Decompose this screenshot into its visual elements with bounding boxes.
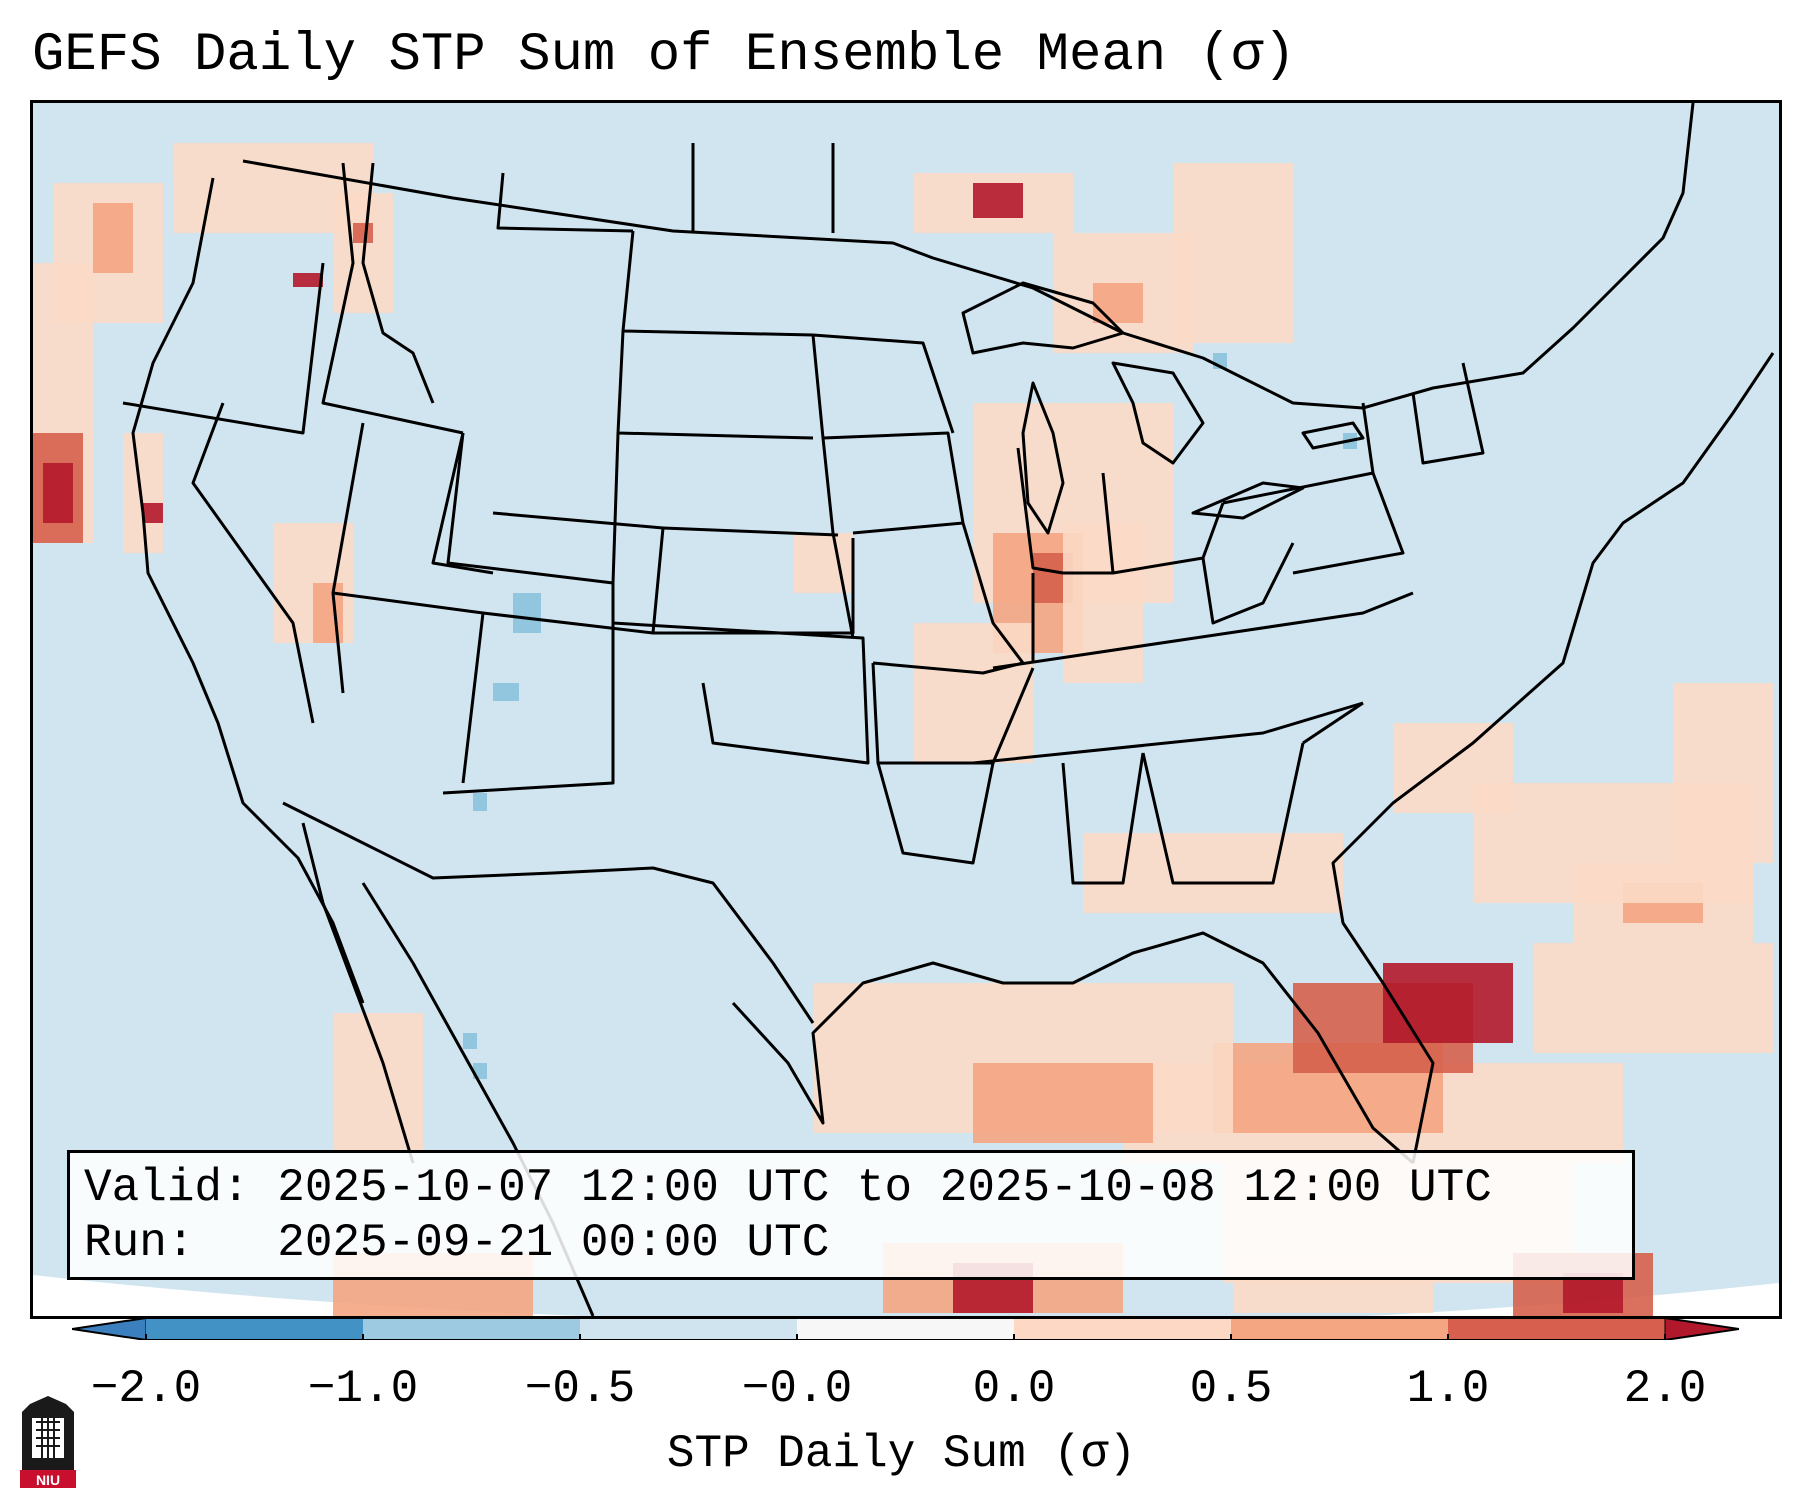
state-line bbox=[812, 333, 955, 434]
state-line bbox=[972, 701, 1364, 765]
logo-text: NIU bbox=[36, 1472, 60, 1488]
lake-ontario bbox=[1301, 421, 1365, 450]
state-line bbox=[122, 262, 325, 435]
mexico-border bbox=[282, 801, 815, 1024]
state-line bbox=[446, 432, 614, 585]
state-line bbox=[1061, 752, 1145, 885]
niu-logo: NIU bbox=[20, 1396, 76, 1488]
anomaly-cell bbox=[333, 1013, 423, 1153]
state-borders bbox=[122, 103, 1775, 1316]
anomaly-cell bbox=[973, 1063, 1153, 1143]
anomaly-cell bbox=[1393, 723, 1513, 813]
negative-anomaly-cell bbox=[513, 593, 541, 633]
negative-anomaly-cell bbox=[493, 683, 519, 701]
anomaly-cell bbox=[93, 203, 133, 273]
colorbar-segment bbox=[797, 1318, 1015, 1340]
gulf-coast bbox=[731, 931, 1414, 1165]
map-panel bbox=[30, 100, 1782, 1319]
colorbar-tick-label: −1.0 bbox=[307, 1363, 419, 1415]
lake-huron bbox=[1111, 361, 1205, 465]
anomaly-cell bbox=[1533, 943, 1773, 1053]
anomaly-cell bbox=[43, 463, 73, 523]
anomaly-cell bbox=[293, 273, 323, 287]
state-line bbox=[482, 511, 665, 635]
state-line bbox=[1201, 542, 1295, 625]
colorbar-label: STP Daily Sum (σ) bbox=[666, 1428, 1137, 1480]
colorbar-segment bbox=[1231, 1318, 1449, 1340]
atlantic-coast bbox=[1331, 352, 1775, 1164]
colorbar-extend-over bbox=[1664, 1318, 1739, 1340]
state-line bbox=[1411, 362, 1485, 465]
state-line bbox=[811, 334, 855, 639]
baja-coast bbox=[301, 822, 415, 1164]
run-time-text: Run: 2025-09-21 00:00 UTC bbox=[84, 1217, 830, 1269]
colorbar-segment bbox=[363, 1318, 581, 1340]
state-line bbox=[431, 432, 494, 575]
canada-border bbox=[242, 103, 1695, 410]
anomaly-cell bbox=[1093, 283, 1143, 323]
validity-info-box: Valid: 2025-10-07 12:00 UTC to 2025-10-0… bbox=[67, 1150, 1635, 1280]
colorbar-segment bbox=[1448, 1318, 1666, 1340]
lake-michigan bbox=[1021, 381, 1065, 535]
anomaly-cell bbox=[353, 223, 373, 243]
stp-anomaly-field bbox=[33, 143, 1773, 1316]
state-line bbox=[496, 172, 634, 233]
valid-time-text: Valid: 2025-10-07 12:00 UTC to 2025-10-0… bbox=[84, 1162, 1492, 1214]
state-line bbox=[1016, 447, 1115, 575]
colorbar-tick-label: 2.0 bbox=[1623, 1363, 1707, 1415]
state-line bbox=[662, 526, 839, 537]
chart-title: GEFS Daily STP Sum of Ensemble Mean (σ) bbox=[32, 25, 1296, 86]
anomaly-cell bbox=[913, 623, 1033, 763]
anomaly-cell bbox=[1063, 523, 1143, 683]
state-line bbox=[321, 162, 464, 435]
state-line bbox=[442, 583, 615, 795]
state-line bbox=[871, 662, 1035, 765]
colorbar-tick-label: 0.0 bbox=[972, 1363, 1056, 1415]
colorbar-segment bbox=[1014, 1318, 1232, 1340]
state-line bbox=[191, 402, 315, 724]
anomaly-cell bbox=[123, 433, 163, 553]
map-canvas bbox=[33, 103, 1779, 1316]
state-line bbox=[611, 432, 620, 584]
anomaly-cell bbox=[1083, 833, 1343, 913]
negative-anomaly-cell bbox=[463, 1033, 477, 1049]
negative-anomaly-cell bbox=[473, 793, 487, 811]
state-line bbox=[1302, 701, 1364, 745]
state-line bbox=[992, 591, 1414, 670]
colorbar-extend-under bbox=[72, 1318, 147, 1340]
state-line bbox=[876, 762, 995, 865]
state-line bbox=[612, 621, 870, 765]
state-line bbox=[1361, 402, 1375, 474]
lake-superior bbox=[961, 281, 1125, 355]
state-line bbox=[1222, 471, 1405, 575]
colorbar bbox=[72, 1318, 1739, 1340]
anomaly-cell bbox=[143, 503, 163, 523]
colorbar-tick-label: −0.0 bbox=[741, 1363, 853, 1415]
pacific-coast bbox=[131, 177, 365, 1004]
colorbar-tick-label: −0.5 bbox=[524, 1363, 636, 1415]
colorbar-tick-label: 1.0 bbox=[1406, 1363, 1490, 1415]
state-line bbox=[822, 431, 965, 535]
colorbar-segment bbox=[146, 1318, 364, 1340]
anomaly-cell bbox=[1173, 163, 1293, 343]
anomaly-cell bbox=[1383, 963, 1513, 1043]
colorbar-segment bbox=[580, 1318, 798, 1340]
anomaly-cell bbox=[1673, 683, 1773, 863]
colorbar-tick-label: 0.5 bbox=[1189, 1363, 1273, 1415]
state-line bbox=[361, 162, 435, 404]
anomaly-cell bbox=[973, 183, 1023, 218]
state-line bbox=[1141, 742, 1305, 885]
colorbar-tick-label: −2.0 bbox=[90, 1363, 202, 1415]
